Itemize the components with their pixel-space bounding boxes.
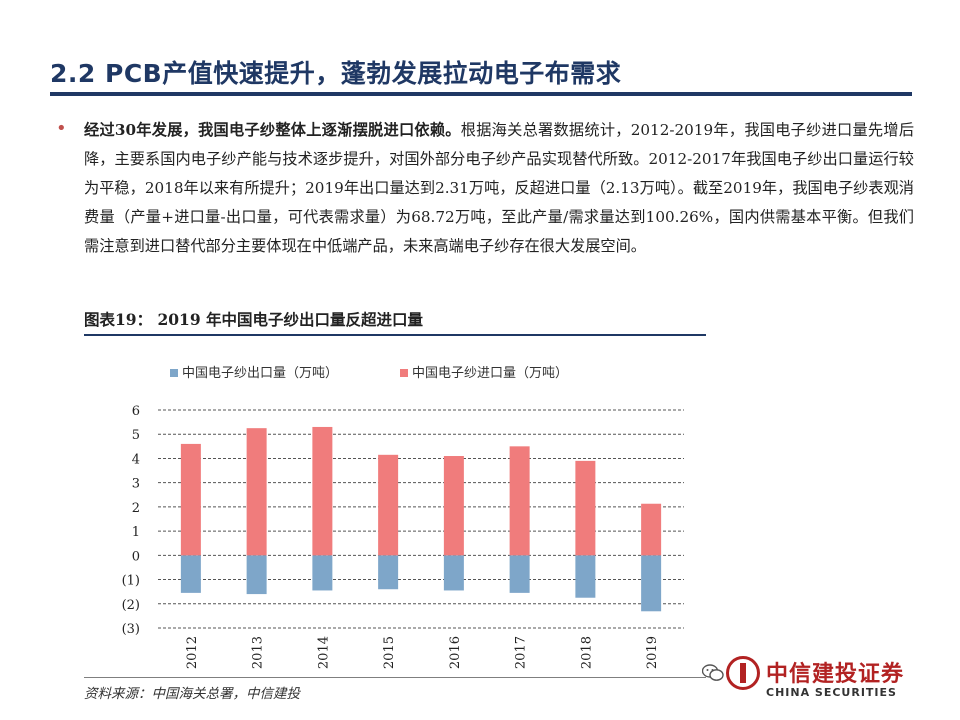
x-tick-label: 2015 xyxy=(382,636,397,669)
y-tick-label: (3) xyxy=(122,622,140,637)
legend-swatch xyxy=(170,369,178,377)
y-axis-ticks: 6 5 4 3 2 1 0 (1) (2) (3) xyxy=(122,404,140,637)
export-bar xyxy=(180,555,201,593)
y-tick-label: (1) xyxy=(122,574,140,589)
export-bar xyxy=(575,555,596,598)
export-bar xyxy=(246,555,267,595)
legend-label: 中国电子纱进口量（万吨） xyxy=(412,366,568,381)
legend-swatch xyxy=(400,369,408,377)
y-tick-label: 4 xyxy=(132,452,140,467)
x-tick-label: 2013 xyxy=(251,636,266,669)
export-bar xyxy=(509,555,530,593)
logo-text-en: CHINA SECURITIES xyxy=(766,686,897,699)
export-bar xyxy=(641,555,662,612)
source-note: 资料来源：中国海关总署，中信建投 xyxy=(84,686,300,702)
x-tick-label: 2016 xyxy=(448,636,463,669)
import-bar xyxy=(641,503,662,556)
bar-chart: 中国电子纱出口量（万吨） 中国电子纱进口量（万吨） 6 5 4 3 2 1 0 (1) (2) (3… xyxy=(122,366,684,669)
export-bar xyxy=(312,555,333,591)
y-tick-label: 6 xyxy=(132,404,140,419)
x-tick-label: 2017 xyxy=(514,636,529,669)
chart-grid xyxy=(158,409,684,629)
import-bar xyxy=(312,426,333,556)
x-tick-label: 2014 xyxy=(316,636,331,669)
y-tick-label: (2) xyxy=(122,598,140,613)
seal-icon xyxy=(726,656,760,690)
x-axis-ticks: 2012 2013 2014 2015 2016 2017 2018 2019 xyxy=(185,636,660,669)
bullet-icon: • xyxy=(56,118,67,139)
page-title: 2.2 PCB产值快速提升，蓬勃发展拉动电子布需求 xyxy=(50,59,622,88)
import-bar xyxy=(443,456,464,556)
wechat-icon xyxy=(702,664,724,681)
paragraph-text: 根据海关总署数据统计，2012-2019年，我国电子纱进口量先增后降，主要系国内… xyxy=(84,121,915,255)
brand-logo: 中信建投证券 CHINA SECURITIES xyxy=(700,650,940,710)
figure-rule xyxy=(84,334,706,336)
export-bar xyxy=(443,555,464,591)
import-bar xyxy=(509,446,530,556)
x-tick-label: 2019 xyxy=(645,636,660,669)
import-bar xyxy=(378,454,399,556)
import-bar xyxy=(246,428,267,556)
y-tick-label: 2 xyxy=(132,501,140,516)
import-bar xyxy=(575,460,596,556)
y-tick-label: 3 xyxy=(132,477,140,492)
chart-legend: 中国电子纱出口量（万吨） 中国电子纱进口量（万吨） xyxy=(170,366,568,381)
body-paragraph: 经过30年发展，我国电子纱整体上逐渐摆脱进口依赖。根据海关总署数据统计，2012… xyxy=(84,116,914,261)
y-tick-label: 1 xyxy=(132,525,140,540)
source-rule xyxy=(84,677,706,678)
title-rule xyxy=(50,92,912,96)
logo-text-cn: 中信建投证券 xyxy=(766,662,905,687)
x-tick-label: 2012 xyxy=(185,636,200,669)
export-bar xyxy=(378,555,399,590)
legend-label: 中国电子纱出口量（万吨） xyxy=(182,366,338,381)
chart-bars xyxy=(180,426,662,612)
y-tick-label: 0 xyxy=(132,549,140,564)
x-tick-label: 2018 xyxy=(579,636,594,669)
import-bar xyxy=(180,443,201,556)
y-tick-label: 5 xyxy=(132,428,140,443)
figure-title: 图表19： 2019 年中国电子纱出口量反超进口量 xyxy=(84,310,424,329)
lead-sentence: 经过30年发展，我国电子纱整体上逐渐摆脱进口依赖。 xyxy=(84,121,461,139)
